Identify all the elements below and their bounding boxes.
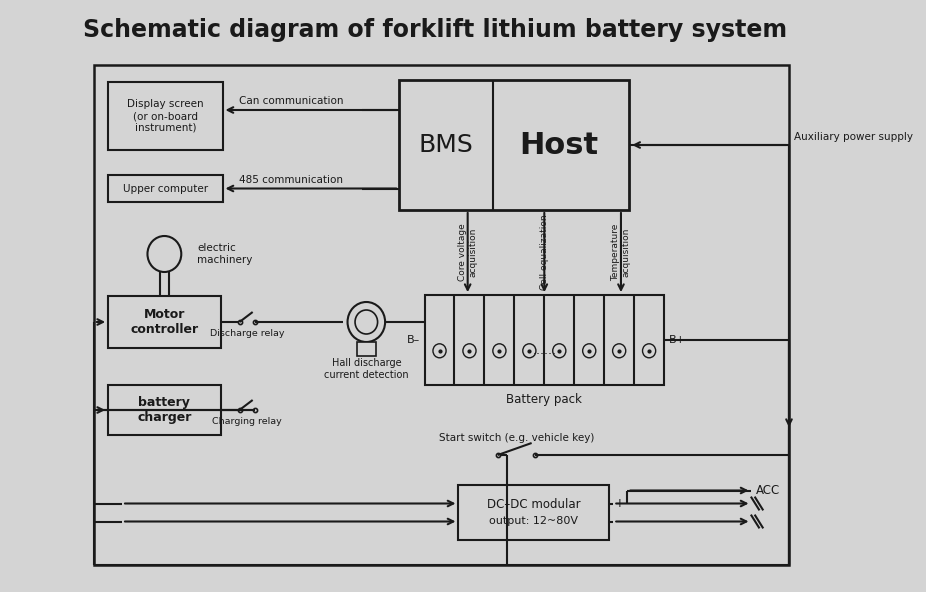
Bar [424,295,664,385]
Text: ......: ...... [532,345,557,358]
Text: Temperature
acquisition: Temperature acquisition [611,224,631,281]
Bar [108,385,220,435]
Text: 485 communication: 485 communication [239,175,344,185]
Text: Cell equalization: Cell equalization [540,215,549,290]
Text: Hall discharge
current detection: Hall discharge current detection [324,358,408,380]
Text: electric
machinery: electric machinery [197,243,253,265]
Bar [458,485,608,540]
Text: Can communication: Can communication [239,96,344,106]
Text: Battery pack: Battery pack [507,392,582,406]
Text: Discharge relay: Discharge relay [210,329,284,337]
Text: Motor
controller: Motor controller [131,308,198,336]
Bar [108,175,222,202]
Text: Host: Host [519,130,598,159]
Text: Start switch (e.g. vehicle key): Start switch (e.g. vehicle key) [439,433,594,443]
Text: +: + [614,497,624,510]
Text: Upper computer: Upper computer [123,184,207,194]
Bar [357,342,376,356]
Text: Core voltage
acquisition: Core voltage acquisition [458,224,478,281]
Text: Auxiliary power supply: Auxiliary power supply [794,132,913,142]
Text: B–: B– [407,335,419,345]
Bar [108,82,222,150]
Text: ACC: ACC [757,484,781,497]
Bar [94,65,789,565]
Bar [399,80,630,210]
Bar [108,296,220,348]
Text: BMS: BMS [419,133,473,157]
Text: battery
charger: battery charger [137,396,192,424]
Text: DC–DC modular: DC–DC modular [487,498,581,511]
Text: Display screen
(or on-board
instrument): Display screen (or on-board instrument) [127,99,204,133]
Text: –: – [614,515,620,528]
Text: Charging relay: Charging relay [212,417,282,426]
Text: B+: B+ [669,335,686,345]
Text: output: 12~80V: output: 12~80V [489,516,578,526]
Text: Schematic diagram of forklift lithium battery system: Schematic diagram of forklift lithium ba… [82,18,787,42]
